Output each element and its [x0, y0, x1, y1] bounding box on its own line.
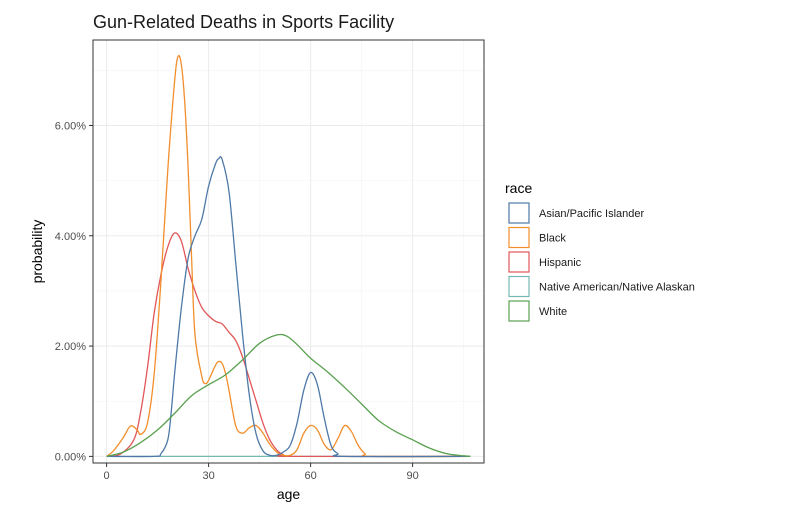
legend-item-black: Black — [508, 226, 566, 249]
y-axis-ticks: 0.00% 2.00% 4.00% 6.00% — [55, 120, 93, 463]
legend-item-native-american-native-alaskan: Native American/Native Alaskan — [508, 275, 695, 298]
y-axis-title: probability — [29, 220, 45, 284]
y-tick-label: 6.00% — [55, 120, 86, 132]
y-tick-label: 2.00% — [55, 341, 86, 353]
major-gridlines — [93, 40, 484, 463]
legend: race Asian/Pacific Islander Black Hispanic… — [505, 180, 695, 322]
panel-border — [92, 39, 485, 464]
x-tick-label: 0 — [104, 470, 110, 482]
legend-label: Hispanic — [539, 257, 582, 269]
chart-title: Gun-Related Deaths in Sports Facility — [93, 12, 394, 32]
legend-item-hispanic: Hispanic — [508, 251, 582, 273]
legend-label: Asian/Pacific Islander — [539, 208, 644, 220]
legend-label: Native American/Native Alaskan — [539, 282, 695, 294]
x-axis-ticks: 0 30 60 90 — [104, 463, 419, 482]
x-tick-label: 60 — [304, 470, 316, 482]
legend-items: Asian/Pacific Islander Black Hispanic Nativ… — [508, 202, 695, 322]
x-tick-label: 30 — [202, 470, 214, 482]
x-tick-label: 90 — [406, 470, 418, 482]
legend-key — [508, 300, 530, 322]
y-tick-label: 4.00% — [55, 231, 86, 243]
plot-panel — [92, 39, 485, 464]
legend-item-white: White — [508, 300, 567, 322]
legend-title: race — [505, 180, 532, 196]
series-line-white — [106, 333, 471, 458]
panel-background — [93, 40, 484, 463]
legend-key — [508, 251, 530, 273]
minor-gridlines — [93, 40, 484, 463]
legend-label: White — [539, 306, 567, 318]
legend-key — [508, 202, 530, 224]
x-axis-title: age — [277, 486, 301, 502]
series-line-black — [106, 54, 471, 458]
y-tick-label: 0.00% — [55, 451, 86, 463]
series-layer — [106, 54, 471, 458]
legend-key — [508, 275, 530, 298]
legend-key — [508, 226, 530, 249]
legend-label: Black — [539, 233, 566, 245]
series-line-hispanic — [106, 232, 471, 458]
legend-item-asian-pacific-islander: Asian/Pacific Islander — [508, 202, 644, 224]
series-line-asian-pacific-islander — [106, 156, 471, 458]
